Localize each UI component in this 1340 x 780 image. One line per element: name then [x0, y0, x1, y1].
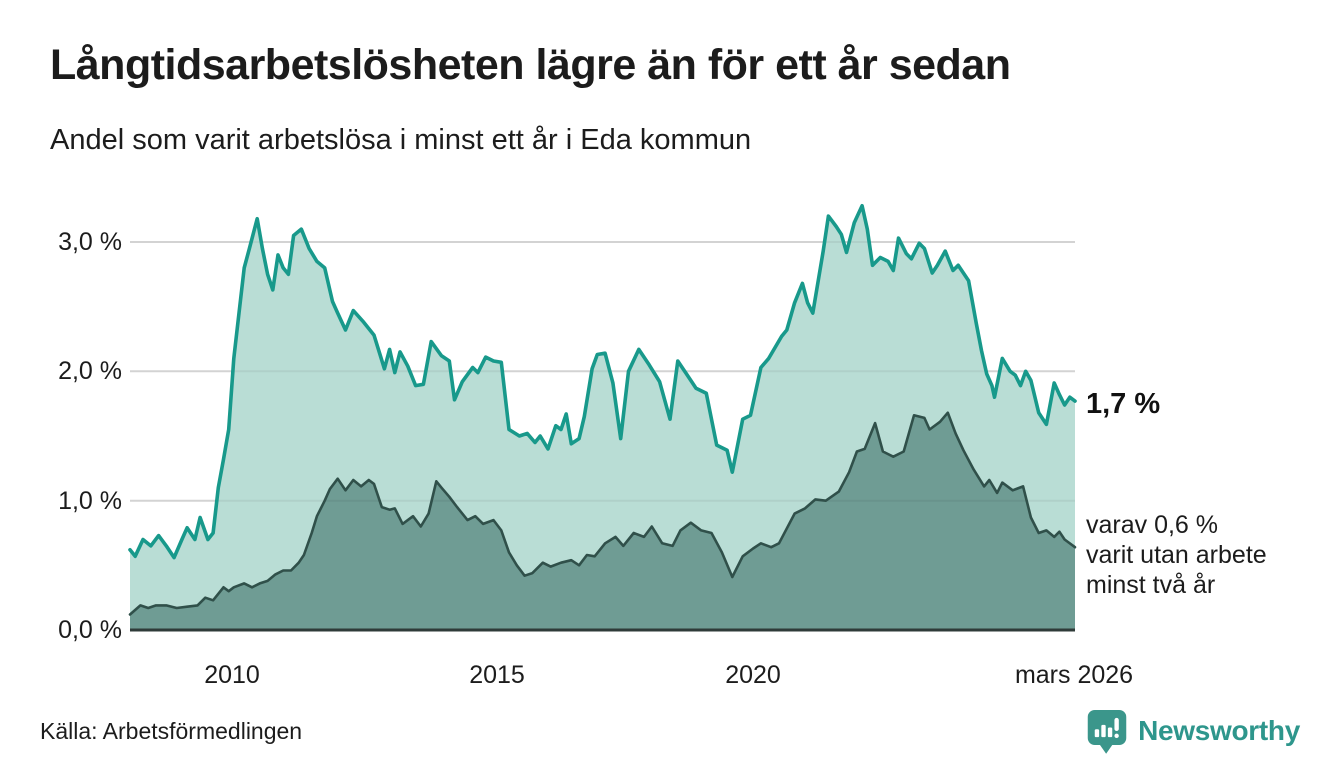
x-tick-2020: 2020 — [725, 661, 781, 689]
end-value-label-two-years: varav 0,6 % varit utan arbete minst två … — [1086, 510, 1267, 600]
x-tick-mars-2026: mars 2026 — [1014, 661, 1134, 689]
newsworthy-brand: Newsworthy — [1086, 708, 1300, 754]
newsworthy-logo-icon — [1087, 710, 1127, 754]
line-min-two-years — [128, 411, 1077, 616]
annotation-line-3: minst två år — [1086, 571, 1216, 599]
annotation-line-1: varav 0,6 % — [1086, 511, 1219, 539]
end-value-label-one-year: 1,7 % — [1086, 388, 1161, 420]
line-min-one-year — [128, 204, 1077, 560]
y-tick-0: 0,0 % — [58, 616, 122, 644]
gridline-overlay — [130, 241, 1075, 502]
chart-subtitle: Andel som varit arbetslösa i minst ett å… — [50, 124, 752, 156]
annotation-line-2: varit utan arbete — [1086, 541, 1267, 569]
y-tick-3: 3,0 % — [58, 228, 122, 256]
area-fill-min-two-years — [130, 412, 1075, 630]
y-tick-1: 1,0 % — [58, 487, 122, 515]
x-tick-2015: 2015 — [469, 661, 525, 689]
chart-title: Långtidsarbetslösheten lägre än för ett … — [50, 41, 1011, 89]
x-tick-2010: 2010 — [204, 661, 260, 689]
source-credit: Källa: Arbetsförmedlingen — [40, 718, 303, 744]
newsworthy-wordmark: Newsworthy — [1138, 715, 1300, 746]
y-tick-2: 2,0 % — [58, 357, 122, 385]
